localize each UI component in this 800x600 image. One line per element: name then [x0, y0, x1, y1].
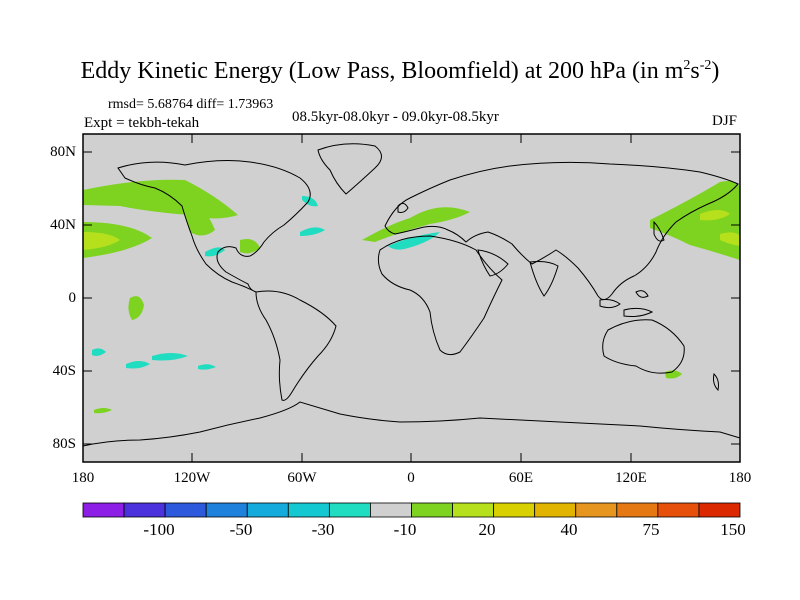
y-label-80n: 80N	[50, 144, 76, 160]
y-label-80s: 80S	[52, 436, 76, 452]
season-label: DJF	[712, 113, 738, 129]
colorbar-swatch	[411, 502, 453, 518]
strong-positive-anomaly-regions	[83, 210, 740, 250]
y-label-0: 0	[68, 290, 77, 306]
colorbar-label: 75	[642, 520, 660, 539]
y-label-40s: 40S	[52, 363, 76, 379]
colorbar-swatch	[493, 502, 536, 518]
colorbar-label: 40	[560, 520, 578, 539]
rmsd-diff-label: rmsd= 5.68764 diff= 1.73963	[108, 97, 274, 112]
colorbar-swatch	[287, 502, 330, 518]
map-title: Eddy Kinetic Energy (Low Pass, Bloomfiel…	[80, 58, 720, 84]
colorbar-swatch	[575, 502, 618, 518]
colorbar-label: 150	[720, 520, 746, 539]
colorbar-label: -10	[393, 520, 417, 539]
periods-label: 08.5kyr-08.0kyr - 09.0kyr-08.5kyr	[292, 109, 499, 125]
colorbar-swatch	[246, 502, 289, 518]
y-label-40n: 40N	[50, 217, 76, 233]
x-label-60w: 60W	[287, 470, 317, 486]
x-label-0: 0	[407, 470, 415, 486]
axis-ticks	[83, 134, 740, 462]
colorbar-swatch	[616, 502, 659, 518]
colorbar-label: 20	[478, 520, 496, 539]
colorbar-swatch	[534, 502, 577, 518]
colorbar-swatch	[328, 502, 371, 518]
colorbar	[82, 502, 741, 518]
colorbar-swatch	[82, 502, 125, 518]
coastlines	[82, 143, 741, 447]
colorbar-swatch	[698, 502, 741, 518]
positive-anomaly-regions	[83, 179, 740, 414]
x-label-180w: 180	[71, 470, 95, 486]
colorbar-swatch	[657, 502, 700, 518]
colorbar-label: -50	[229, 520, 253, 539]
colorbar-swatch	[452, 502, 495, 518]
colorbar-swatch	[205, 502, 248, 518]
x-label-180e: 180	[728, 470, 752, 486]
x-label-120e: 120E	[615, 470, 647, 486]
colorbar-swatch	[164, 502, 207, 518]
expt-label: Expt = tekbh-tekah	[84, 115, 200, 131]
colorbar-label: -30	[311, 520, 335, 539]
x-label-120w: 120W	[173, 470, 211, 486]
x-label-60e: 60E	[508, 470, 534, 486]
colorbar-swatch	[370, 502, 412, 518]
colorbar-label: -100	[143, 520, 175, 539]
colorbar-swatch	[123, 502, 166, 518]
